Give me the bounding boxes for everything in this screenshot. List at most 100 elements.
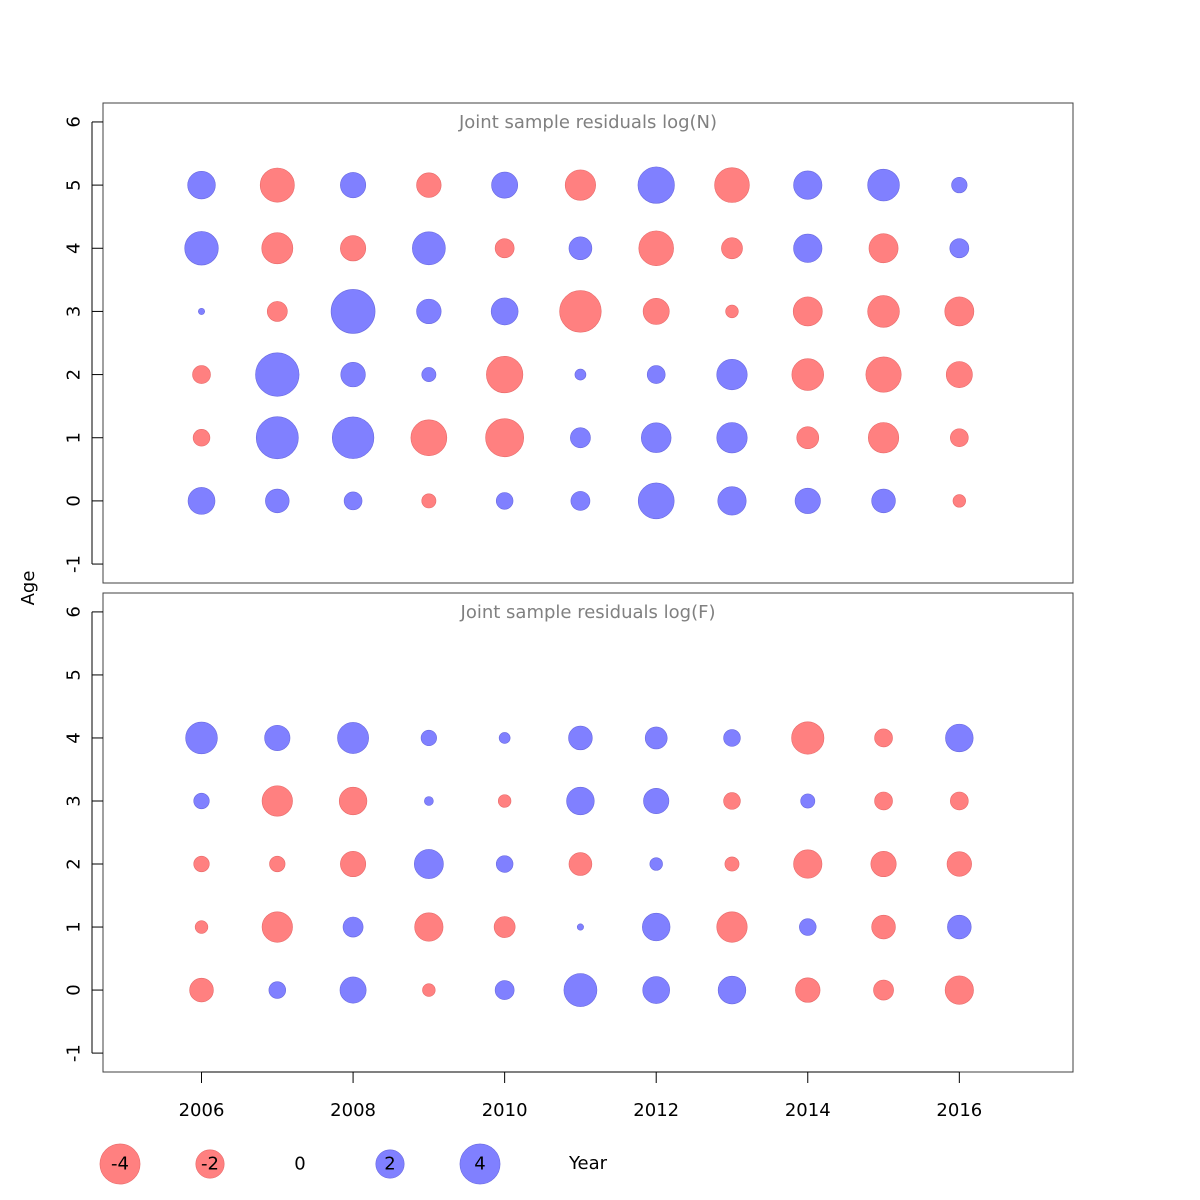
bubble-age2-2006 xyxy=(192,365,211,384)
bubble-age4-2011 xyxy=(568,725,593,751)
bubble-age3-2007 xyxy=(261,785,293,817)
bubble-age2-2015 xyxy=(870,851,897,878)
bubble-age5-2013 xyxy=(714,167,750,203)
bubble-age0-2014 xyxy=(795,977,821,1003)
panel-1: -1 0 1 2 3 4 5 6 Joint sample residuals log(N) xyxy=(64,102,1074,584)
bubble-age0-2013 xyxy=(717,975,747,1005)
y-axis-label: Age xyxy=(18,571,39,606)
x-tick-label: 2012 xyxy=(633,1100,679,1121)
bubble-age2-2010 xyxy=(495,855,514,873)
bubble-age4-2013 xyxy=(721,237,743,260)
legend-bubble xyxy=(195,1149,225,1179)
bubble-age4-2008 xyxy=(340,235,367,262)
bubble-age0-2009 xyxy=(421,493,437,509)
bubble-age4-2011 xyxy=(568,236,593,261)
bubble-age3-2014 xyxy=(792,296,823,327)
bubble-age3-2011 xyxy=(559,290,602,333)
x-axis-label: Year xyxy=(568,1153,608,1174)
bubble-age2-2009 xyxy=(414,849,444,879)
bubble-age4-2012 xyxy=(644,726,668,750)
y-tick-label: 5 xyxy=(64,179,85,190)
bubble-age0-2014 xyxy=(794,487,821,514)
bubble-age0-2015 xyxy=(871,488,896,514)
bubble-age3-2011 xyxy=(566,786,595,816)
bubble-age4-2013 xyxy=(723,729,741,747)
bubble-age2-2011 xyxy=(574,368,587,381)
bubble-age1-2008 xyxy=(331,416,375,459)
bubble-age3-2016 xyxy=(944,296,975,327)
y-tick-label: 0 xyxy=(64,984,85,995)
bubble-age0-2008 xyxy=(339,976,367,1004)
bubble-age4-2014 xyxy=(791,721,825,755)
bubble-age1-2013 xyxy=(716,422,748,454)
bubble-age4-2008 xyxy=(337,722,369,754)
bubble-age4-2007 xyxy=(261,232,294,265)
bubble-age2-2010 xyxy=(486,356,524,394)
bubble-age4-2016 xyxy=(945,723,974,753)
bubble-age2-2008 xyxy=(340,361,366,388)
bubble-age2-2007 xyxy=(269,855,286,873)
bubble-age4-2014 xyxy=(793,233,823,263)
bubble-age3-2006 xyxy=(193,792,210,810)
bubble-age3-2008 xyxy=(338,786,368,816)
panel-title: Joint sample residuals log(F) xyxy=(460,602,716,623)
bubble-age3-2008 xyxy=(330,289,376,334)
bubble-age2-2007 xyxy=(255,352,300,397)
bubble-age1-2010 xyxy=(493,916,516,938)
panel-2: -1 0 1 2 3 4 5 6 Joint sample residuals log(F) xyxy=(64,592,1074,1073)
y-tick-label: 3 xyxy=(64,795,85,806)
bubble-age4-2012 xyxy=(638,230,674,266)
y-tick-label: 1 xyxy=(64,432,85,443)
bubble-age0-2009 xyxy=(422,983,436,997)
bubble-age1-2011 xyxy=(576,923,584,931)
legend-label: 4 xyxy=(474,1154,485,1175)
bubble-age2-2014 xyxy=(791,358,824,391)
legend-label: 0 xyxy=(294,1154,305,1175)
y-tick-label: 2 xyxy=(64,369,85,380)
bubble-age5-2007 xyxy=(259,167,295,203)
legend-label: 2 xyxy=(384,1154,395,1175)
bubble-age4-2009 xyxy=(420,729,437,747)
bubble-age4-2006 xyxy=(184,231,219,266)
bubble-age3-2006 xyxy=(198,307,205,315)
bubble-age4-2010 xyxy=(498,732,511,744)
bubble-age0-2008 xyxy=(343,491,363,511)
bubble-age1-2016 xyxy=(950,428,969,448)
x-tick-label: 2010 xyxy=(482,1100,528,1121)
bubble-age1-2012 xyxy=(641,422,672,453)
legend-label: -4 xyxy=(111,1154,129,1175)
plot-frame xyxy=(102,102,1074,584)
bubble-age1-2007 xyxy=(261,911,293,943)
bubble-age2-2014 xyxy=(793,849,823,879)
bubble-age3-2016 xyxy=(950,791,969,811)
bubble-age3-2009 xyxy=(424,796,434,806)
y-tick-label: 4 xyxy=(64,732,85,743)
y-tick-label: 4 xyxy=(64,243,85,254)
bubble-age3-2010 xyxy=(497,794,512,808)
bubble-age5-2012 xyxy=(637,166,675,204)
legend: -4 -2 0 2 4 xyxy=(99,1143,501,1185)
bubble-age0-2007 xyxy=(268,981,286,999)
legend-bubble xyxy=(99,1143,141,1185)
bubble-age4-2016 xyxy=(949,238,970,259)
legend-bubble xyxy=(375,1149,405,1179)
y-tick-label: 3 xyxy=(64,306,85,317)
bubble-age0-2010 xyxy=(494,980,515,1000)
bubble-age1-2008 xyxy=(342,916,364,938)
bubble-age1-2007 xyxy=(255,416,299,460)
bubble-age5-2009 xyxy=(416,172,442,198)
bubble-age5-2006 xyxy=(187,170,216,200)
bubble-age2-2012 xyxy=(649,857,663,871)
bubble-age5-2014 xyxy=(793,170,823,200)
x-axis: 2006 2008 2010 2012 2014 2016 xyxy=(179,1071,982,1121)
bubble-age2-2013 xyxy=(716,359,748,391)
x-tick-label: 2016 xyxy=(936,1100,982,1121)
bubble-age0-2006 xyxy=(187,487,216,515)
legend-label: -2 xyxy=(201,1154,219,1175)
bubble-age2-2012 xyxy=(646,365,666,384)
bubble-age1-2006 xyxy=(194,920,209,934)
y-tick-label: 5 xyxy=(64,669,85,680)
bubble-age0-2007 xyxy=(265,488,290,514)
bubble-age0-2006 xyxy=(189,977,214,1003)
